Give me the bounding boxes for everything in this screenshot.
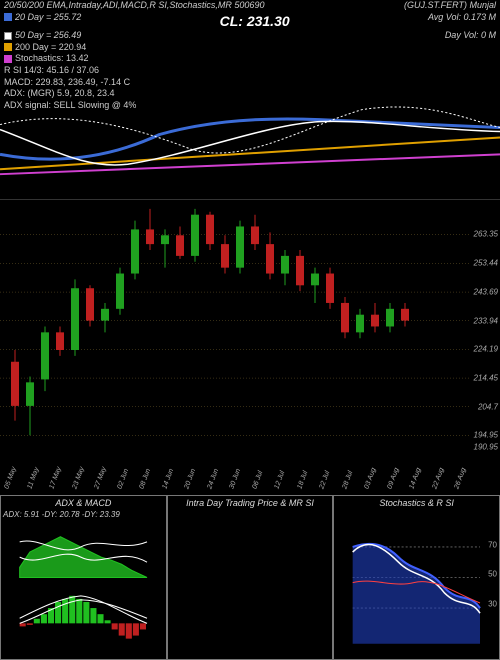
- close-price: CL: 231.30: [220, 12, 290, 30]
- adx-signal: ADX signal: SELL Slowing @ 4%: [4, 100, 496, 112]
- rsi-label: R SI 14/3: 45.16 / 37.06: [4, 65, 496, 77]
- sto-50: 50: [488, 570, 497, 579]
- ema50-swatch: [4, 32, 12, 40]
- indicator-list: 20/50/200 EMA,Intraday,ADI,MACD,R SI,Sto…: [4, 0, 264, 12]
- adx-macd-title: ADX & MACD: [1, 498, 166, 508]
- avg-volume: Avg Vol: 0.173 M: [428, 12, 496, 30]
- ema50-label: 50 Day = 256.49: [15, 30, 81, 40]
- sto-70: 70: [488, 540, 497, 549]
- candlestick-chart: [0, 200, 470, 450]
- stochastics-title: Stochastics & R SI: [334, 498, 499, 508]
- macd-subpanel: [20, 596, 147, 639]
- price-y-axis: 263.35253.44243.69233.94224.19214.45204.…: [470, 200, 500, 450]
- intraday-title: Intra Day Trading Price & MR SI: [168, 498, 333, 508]
- intraday-panel: Intra Day Trading Price & MR SI: [167, 495, 334, 660]
- symbol-name: (GUJ.ST.FERT) Munjal: [404, 0, 496, 12]
- stoch-swatch: [4, 55, 12, 63]
- sto-30: 30: [488, 599, 497, 608]
- day-volume: Day Vol: 0 M: [445, 30, 496, 42]
- ema20-swatch: [4, 13, 12, 21]
- indicator-panels: ADX & MACD ADX: 5.91 -DY: 20.78 -DY: 23.…: [0, 495, 500, 660]
- ema20-label: 20 Day = 255.72: [15, 12, 81, 22]
- header-info-block: 20/50/200 EMA,Intraday,ADI,MACD,R SI,Sto…: [4, 0, 496, 110]
- date-x-axis: 05 May11 May17 May23 May27 May02 Jun08 J…: [0, 450, 470, 495]
- ema200-swatch: [4, 43, 12, 51]
- adx-values: ADX: 5.91 -DY: 20.78 -DY: 23.39: [3, 510, 120, 519]
- dotted-line: [0, 107, 500, 153]
- adx-macd-panel: ADX & MACD ADX: 5.91 -DY: 20.78 -DY: 23.…: [0, 495, 167, 660]
- stochastics-panel: Stochastics & R SI 70 50 30: [333, 495, 500, 660]
- ema200-label: 200 Day = 220.94: [15, 42, 86, 52]
- stoch-label: Stochastics: 13.42: [15, 53, 89, 63]
- macd-label: MACD: 229.83, 236.49, -7.14 C: [4, 77, 496, 89]
- adx-label: ADX: (MGR) 5.9, 20.8, 23.4: [4, 88, 496, 100]
